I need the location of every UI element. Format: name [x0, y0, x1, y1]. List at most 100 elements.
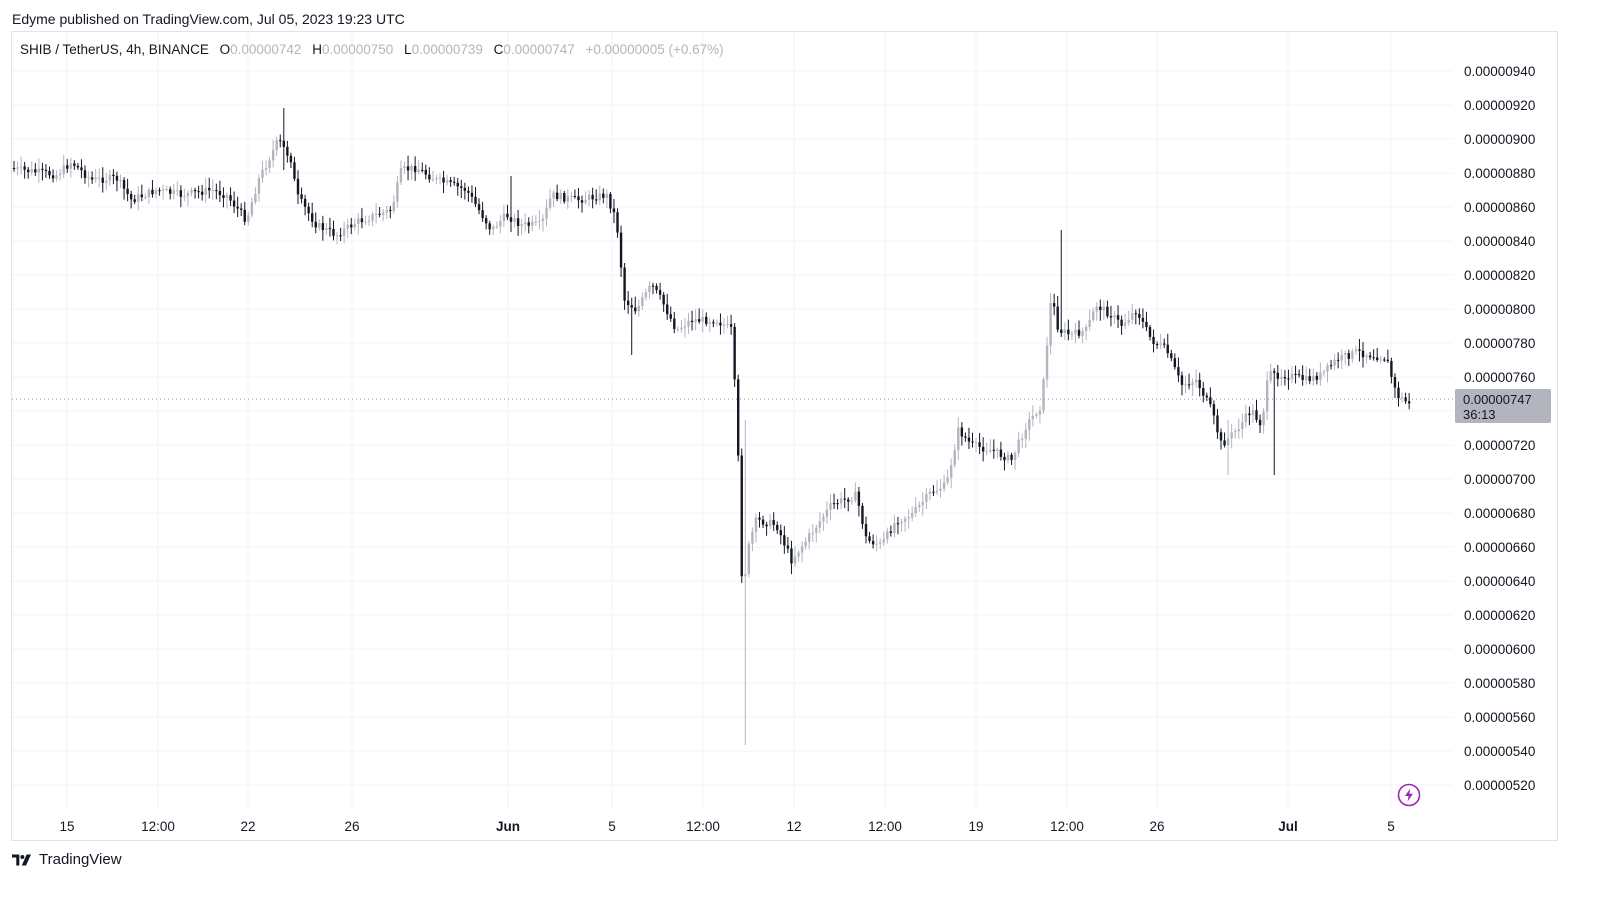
- candle-body: [516, 218, 520, 227]
- candle-body: [566, 196, 569, 202]
- candle-body: [1042, 379, 1045, 411]
- candle-body: [1258, 419, 1262, 426]
- candle-body: [868, 536, 871, 541]
- candle-body: [176, 190, 179, 192]
- candle-body: [616, 212, 619, 233]
- lightning-bolt-icon[interactable]: [1397, 783, 1421, 807]
- candle-body: [1024, 429, 1027, 439]
- candle-body: [1116, 315, 1120, 320]
- candle-body: [587, 194, 591, 200]
- time-axis[interactable]: 15 12:00 22 26 Jun 5 12:00 12 12:00 19 12:00 26 Jul 5: [59, 819, 1394, 834]
- candle-body: [818, 521, 822, 528]
- candle-body: [37, 168, 41, 173]
- candle-body: [737, 379, 740, 456]
- candle-body: [740, 455, 743, 577]
- price-tick-label: 0.00000780: [1464, 336, 1535, 351]
- candle-body: [527, 222, 530, 226]
- candle-body: [225, 195, 229, 198]
- candle-body: [889, 531, 893, 534]
- candle-body: [499, 221, 502, 227]
- price-axis[interactable]: 0.00000940 0.00000920 0.00000900 0.00000880…: [1464, 64, 1535, 793]
- time-tick-label: Jul: [1278, 819, 1298, 834]
- candle-body: [179, 190, 183, 197]
- candle-body: [701, 316, 704, 322]
- candle-body: [1372, 357, 1375, 359]
- candle-body: [641, 297, 644, 306]
- candle-body: [1379, 359, 1382, 361]
- candle-body: [563, 192, 566, 202]
- candle-body: [403, 166, 406, 169]
- tradingview-brand-text: TradingView: [39, 851, 122, 868]
- candle-body: [1308, 376, 1311, 382]
- candle-body: [151, 189, 154, 195]
- candle-body: [687, 320, 690, 327]
- candle-body: [183, 196, 186, 198]
- price-tick-label: 0.00000680: [1464, 506, 1535, 521]
- candle-body: [847, 499, 850, 502]
- time-tick-label: 12: [786, 819, 801, 834]
- candle-body: [974, 442, 978, 444]
- candle-body: [655, 286, 658, 291]
- candle-body: [83, 170, 87, 178]
- candle-body: [609, 193, 612, 209]
- candle-body: [421, 169, 424, 171]
- candle-body: [783, 535, 786, 546]
- tradingview-logo-icon: [12, 854, 31, 865]
- candle-body: [254, 193, 257, 203]
- candle-body: [215, 190, 218, 192]
- candle-body: [1404, 397, 1407, 402]
- candle-body: [243, 209, 246, 222]
- low-label: L: [404, 42, 412, 57]
- candle-body: [1305, 376, 1308, 380]
- price-tick-label: 0.00000700: [1464, 472, 1535, 487]
- candle-body: [843, 498, 846, 500]
- candle-body: [800, 546, 804, 553]
- candle-body: [1035, 414, 1038, 416]
- last-price-value: 0.00000747: [1463, 392, 1532, 407]
- candle-body: [1361, 350, 1365, 358]
- candle-body: [318, 223, 321, 228]
- candle-body: [431, 179, 435, 181]
- candle-body: [282, 140, 285, 147]
- candle-body: [1237, 429, 1240, 432]
- candle-body: [122, 179, 126, 189]
- price-tick-label: 0.00000580: [1464, 676, 1535, 691]
- time-tick-label: 12:00: [141, 819, 175, 834]
- candle-body: [311, 213, 314, 222]
- candle-body: [30, 169, 33, 173]
- candle-body: [200, 191, 204, 195]
- candle-body: [1312, 375, 1315, 382]
- candle-body: [896, 523, 900, 525]
- candle-body: [247, 215, 250, 222]
- candle-body: [137, 194, 140, 202]
- candle-body: [829, 503, 832, 510]
- chart-frame: [11, 31, 1558, 841]
- candle-body: [1021, 438, 1024, 440]
- candle-body: [1376, 357, 1379, 360]
- candle-body: [129, 194, 133, 200]
- candle-body: [747, 543, 751, 574]
- candle-body: [264, 168, 268, 170]
- candle-body: [467, 190, 470, 193]
- tradingview-logo[interactable]: TradingView: [12, 851, 122, 868]
- candle-body: [1290, 373, 1294, 379]
- candle-body: [1052, 303, 1056, 307]
- candle-body: [481, 210, 484, 219]
- candle-body: [1092, 311, 1095, 320]
- candle-body: [978, 442, 981, 447]
- candle-body: [1102, 306, 1106, 311]
- candle-body: [1219, 432, 1223, 441]
- candle-body: [240, 208, 243, 210]
- candle-body: [293, 162, 296, 179]
- candle-body: [1180, 375, 1184, 385]
- candle-body: [236, 206, 239, 209]
- candle-body: [918, 504, 921, 507]
- candle-body: [772, 519, 775, 525]
- candle-body: [925, 493, 928, 503]
- candle-body: [357, 218, 360, 224]
- candle-body: [438, 177, 442, 179]
- candle-body: [275, 140, 278, 150]
- candle-body: [864, 524, 868, 537]
- candle-body: [342, 228, 346, 236]
